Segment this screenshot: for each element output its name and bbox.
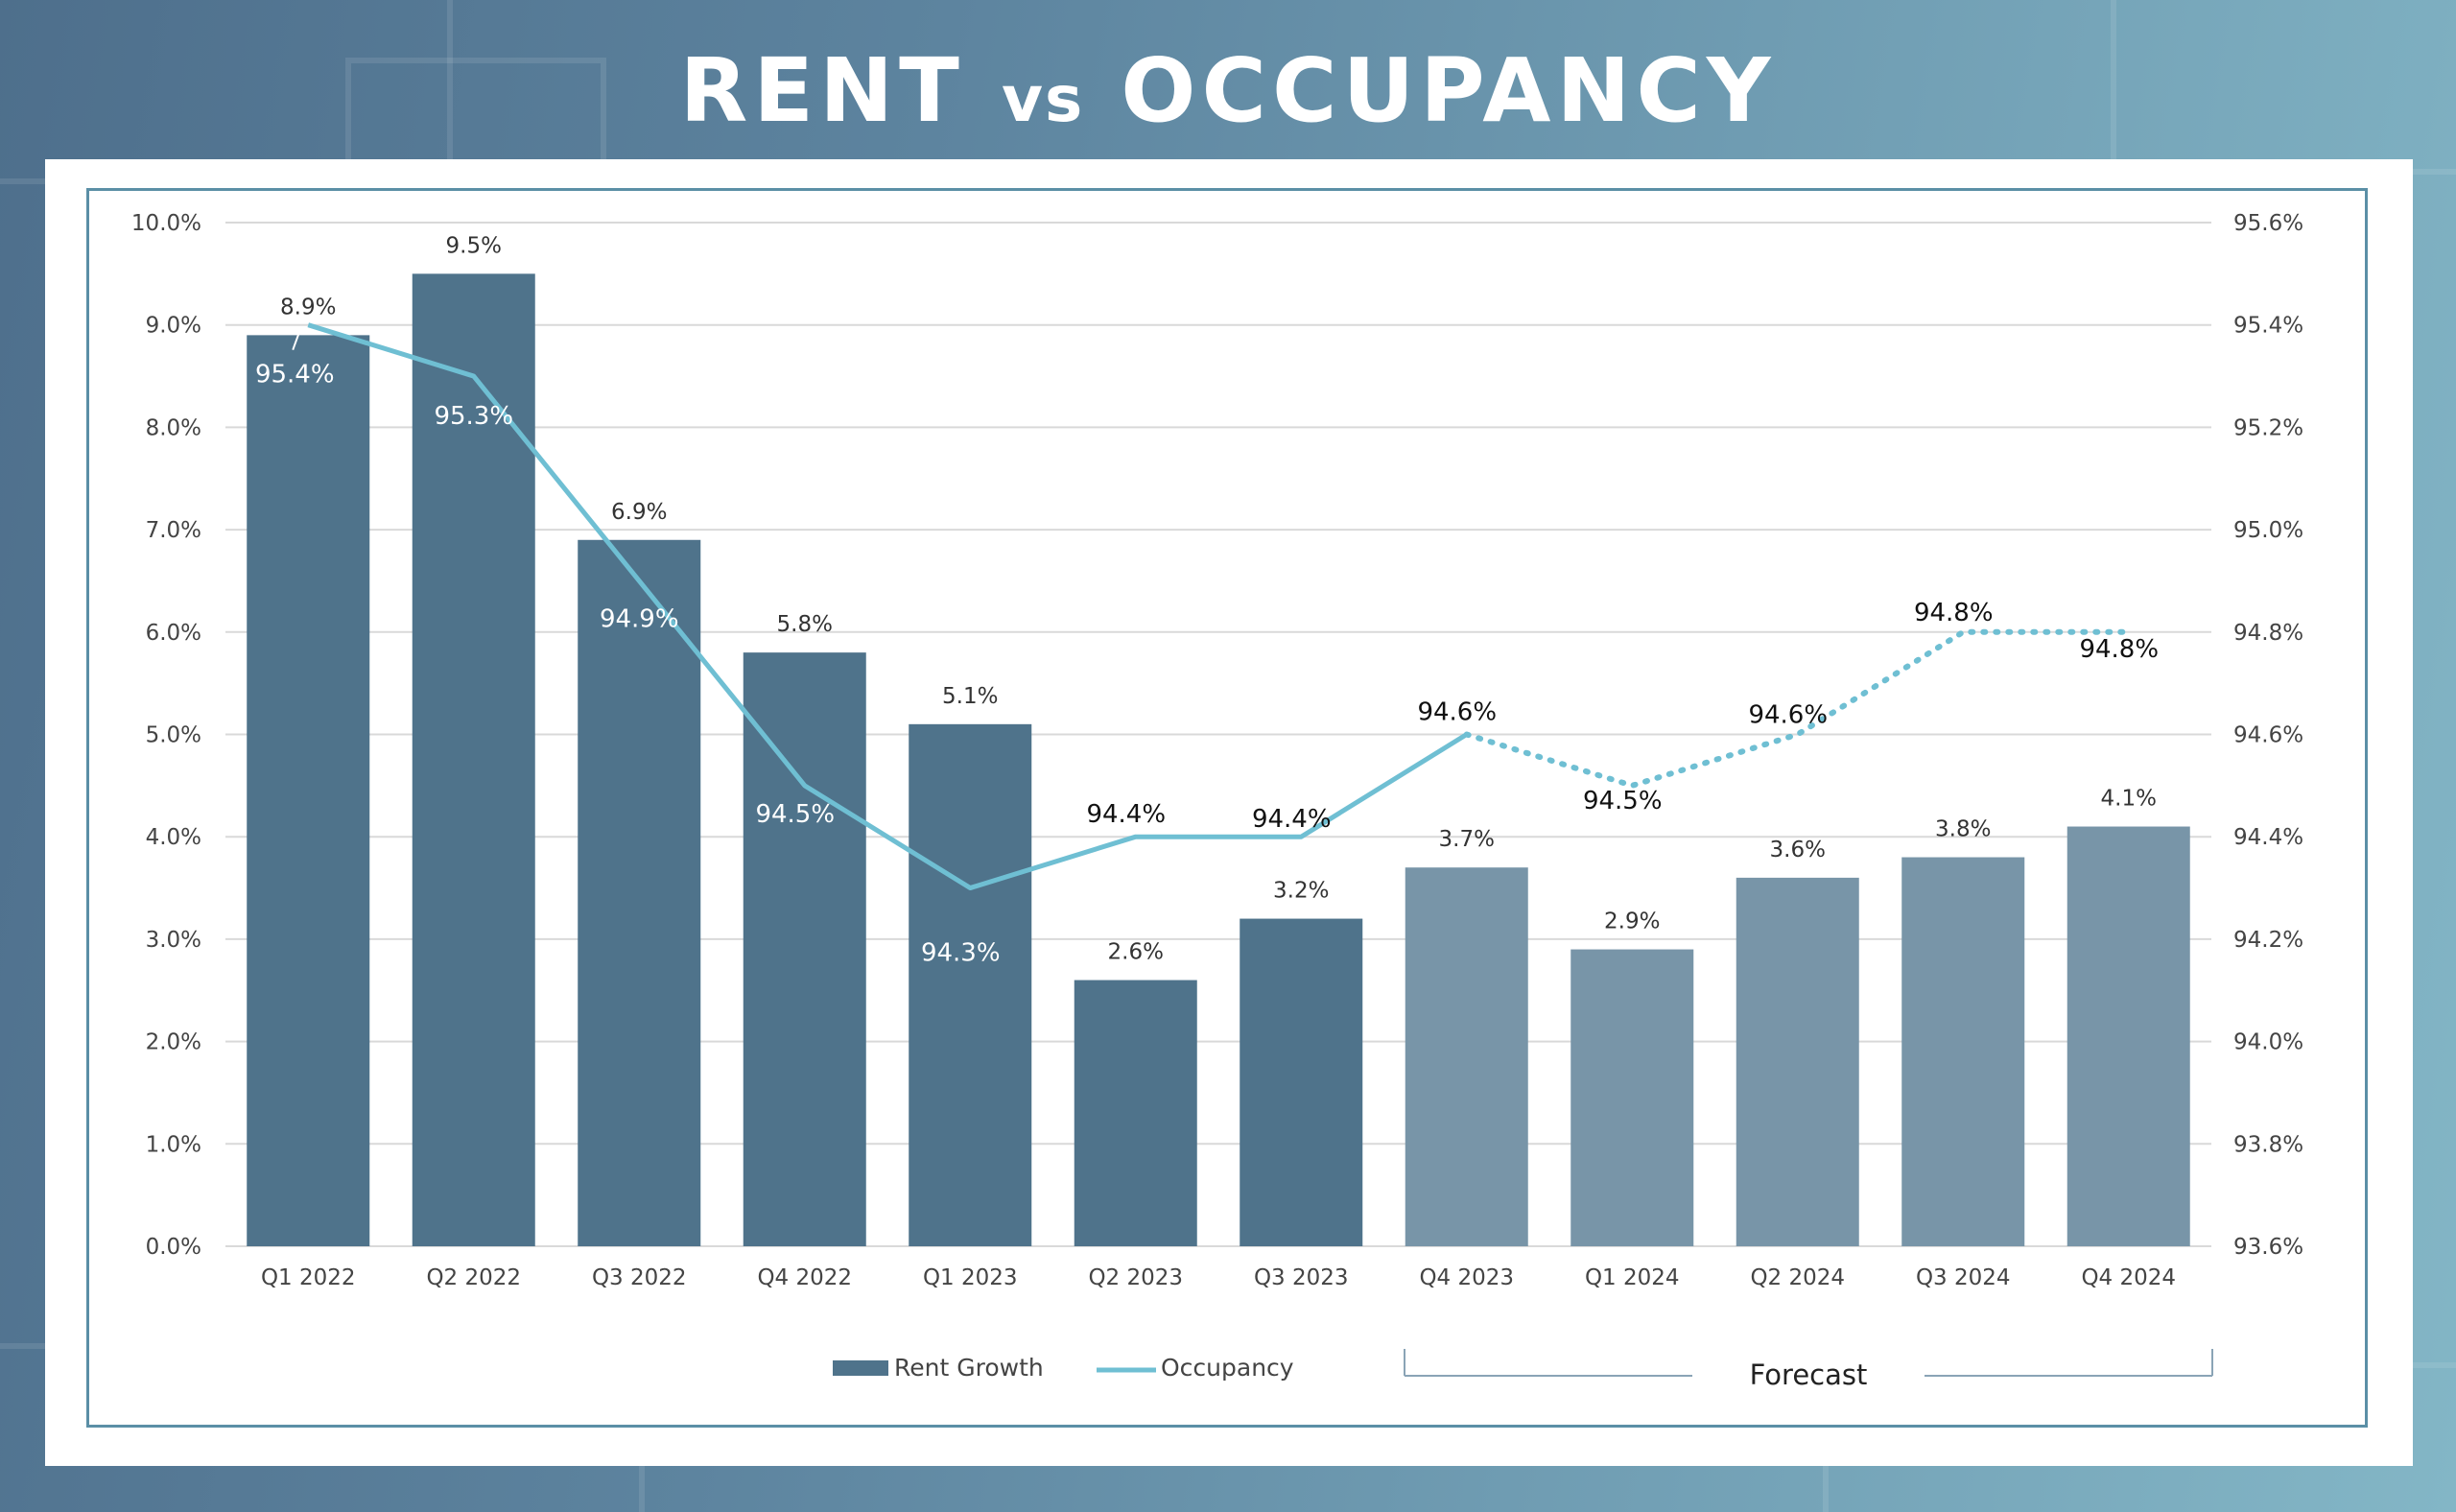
rent-growth-bar (247, 335, 370, 1246)
bar-value-label: 5.8% (777, 612, 833, 637)
occupancy-value-label: 94.9% (600, 604, 679, 633)
legend-swatch-rent-growth (833, 1360, 888, 1376)
right-tick-label: 95.0% (2233, 518, 2303, 543)
rent-growth-bar (1074, 980, 1197, 1246)
occupancy-line-actual (307, 322, 1469, 891)
bar-value-label: 3.2% (1273, 879, 1329, 904)
right-tick-label: 93.6% (2233, 1235, 2303, 1260)
occupancy-value-label: 94.3% (921, 939, 1001, 968)
legend-label-rent-growth: Rent Growth (894, 1354, 1044, 1382)
right-tick-label: 94.6% (2233, 723, 2303, 748)
x-tick-label: Q2 2022 (426, 1265, 521, 1290)
bar-value-label: 3.8% (1935, 817, 1991, 842)
bar-value-label: 5.1% (942, 684, 998, 709)
x-tick-label: Q2 2023 (1088, 1265, 1183, 1290)
left-tick-label: 9.0% (146, 314, 201, 339)
occupancy-value-label: 95.4% (255, 361, 335, 390)
bar-value-label: 3.6% (1770, 838, 1826, 862)
bar-value-label: 4.1% (2101, 787, 2157, 812)
bar-value-label: 9.5% (446, 233, 502, 258)
right-tick-label: 94.8% (2233, 621, 2303, 646)
right-tick-label: 95.6% (2233, 211, 2303, 236)
occupancy-value-label: 94.4% (1086, 800, 1166, 829)
legend-label-occupancy: Occupancy (1161, 1354, 1294, 1382)
left-tick-label: 10.0% (131, 211, 201, 236)
rent-growth-bar (1570, 949, 1694, 1246)
occupancy-value-label: 94.5% (755, 800, 835, 829)
left-tick-label: 8.0% (146, 415, 201, 440)
x-tick-label: Q2 2024 (1750, 1265, 1845, 1290)
label-leader-line (292, 328, 302, 351)
x-tick-label: Q4 2023 (1419, 1265, 1514, 1290)
axes: 0.0% 93.6% 1.0% 93.8% 2.0% 94.0% 3.0% 94.2% 4.0%… (131, 211, 2303, 1290)
right-tick-label: 94.4% (2233, 825, 2303, 850)
bar-value-label: 8.9% (280, 295, 336, 319)
x-tick-label: Q1 2023 (923, 1265, 1018, 1290)
title-rent: RENT (679, 39, 965, 142)
occupancy-value-label: 95.3% (434, 402, 513, 431)
occupancy-line-forecast (1463, 628, 2132, 789)
legend: Rent Growth Occupancy Forecast (833, 1349, 2213, 1391)
rent-growth-bar (2066, 826, 2190, 1246)
left-tick-label: 0.0% (146, 1235, 201, 1260)
left-tick-label: 4.0% (146, 825, 201, 850)
x-tick-label: Q1 2022 (261, 1265, 356, 1290)
left-tick-label: 7.0% (146, 518, 201, 543)
page-title: RENT vs OCCUPANCY (0, 38, 2456, 153)
x-tick-label: Q4 2024 (2081, 1265, 2176, 1290)
rent-growth-bar (743, 652, 866, 1246)
occupancy-value-label: 94.4% (1252, 805, 1332, 834)
chart-frame (86, 188, 2368, 1428)
left-tick-label: 5.0% (146, 723, 201, 748)
data-labels: 8.9% 9.5% 6.9% 5.8% 5.1% 2.6% 3.2% 3.7% 2.9% 3.6%… (255, 233, 2159, 967)
bar-value-label: 2.9% (1604, 910, 1660, 934)
occupancy-value-label: 94.5% (1583, 787, 1663, 815)
bar-value-label: 6.9% (611, 500, 667, 525)
left-tick-label: 3.0% (146, 928, 201, 953)
occupancy-value-label: 94.8% (1914, 599, 1994, 627)
title-vs: vs (1001, 62, 1085, 136)
rent-growth-bars (247, 273, 2190, 1247)
x-tick-label: Q3 2022 (592, 1265, 687, 1290)
x-tick-label: Q3 2024 (1916, 1265, 2011, 1290)
rent-growth-bar (1736, 877, 1859, 1246)
right-tick-label: 95.4% (2233, 314, 2303, 339)
bar-value-label: 2.6% (1108, 940, 1164, 965)
bar-value-label: 3.7% (1439, 827, 1495, 852)
occupancy-line (292, 322, 2132, 891)
right-tick-label: 94.2% (2233, 928, 2303, 953)
right-tick-label: 93.8% (2233, 1132, 2303, 1157)
title-occupancy: OCCUPANCY (1121, 39, 1777, 142)
occupancy-value-label: 94.8% (2079, 635, 2159, 664)
left-tick-label: 1.0% (146, 1132, 201, 1157)
rent-growth-bar (1405, 867, 1528, 1246)
forecast-label: Forecast (1750, 1358, 1868, 1391)
left-tick-label: 6.0% (146, 621, 201, 646)
x-tick-label: Q3 2023 (1254, 1265, 1349, 1290)
occupancy-value-label: 94.6% (1748, 701, 1828, 730)
rent-growth-bar (909, 723, 1032, 1246)
rent-growth-bar (1240, 918, 1363, 1246)
rent-growth-bar (578, 539, 701, 1246)
right-tick-label: 95.2% (2233, 415, 2303, 440)
x-tick-label: Q1 2024 (1585, 1265, 1680, 1290)
occupancy-value-label: 94.6% (1417, 698, 1497, 727)
rent-growth-bar (1901, 857, 2025, 1246)
x-tick-label: Q4 2022 (757, 1265, 852, 1290)
left-tick-label: 2.0% (146, 1030, 201, 1055)
right-tick-label: 94.0% (2233, 1030, 2303, 1055)
rent-growth-bar (412, 273, 535, 1247)
